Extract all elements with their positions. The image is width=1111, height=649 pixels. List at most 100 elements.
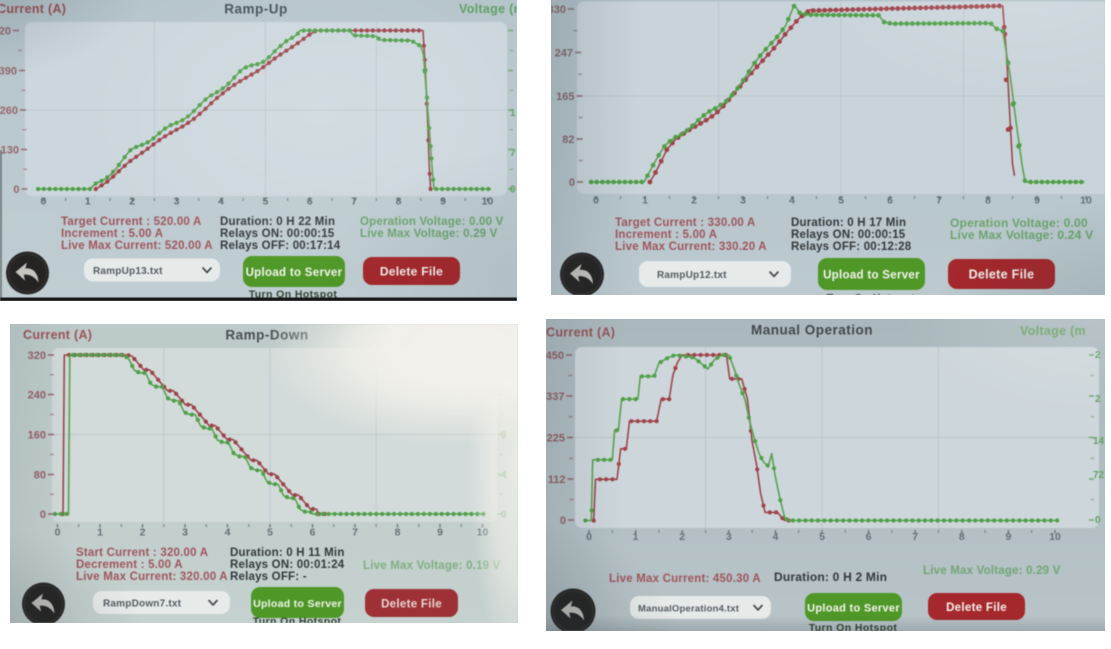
svg-text:Relays ON: 00:00:15: Relays ON: 00:00:15 — [220, 228, 335, 240]
svg-text:0: 0 — [510, 185, 516, 196]
svg-text:10: 10 — [1080, 195, 1092, 207]
svg-text:Upload to Server: Upload to Server — [807, 603, 900, 615]
svg-text:7: 7 — [936, 195, 942, 207]
svg-text:9: 9 — [437, 527, 443, 539]
svg-text:Relays ON: 00:00:15: Relays ON: 00:00:15 — [791, 229, 906, 241]
svg-text:2: 2 — [679, 531, 685, 543]
svg-text:Target Current : 330.00 A: Target Current : 330.00 A — [615, 217, 755, 229]
svg-text:4: 4 — [789, 195, 795, 207]
svg-text:Current (A): Current (A) — [546, 326, 615, 340]
svg-text:Duration: 0 H 17 Min: Duration: 0 H 17 Min — [791, 217, 906, 229]
svg-text:337: 337 — [546, 391, 564, 403]
svg-text:112: 112 — [548, 474, 566, 486]
svg-text:1: 1 — [97, 527, 103, 539]
svg-text:4: 4 — [225, 527, 231, 539]
svg-text:Turn On Hotspot: Turn On Hotspot — [253, 616, 342, 624]
svg-text:72: 72 — [1093, 470, 1105, 481]
svg-text:Live Max Voltage: 0.29 V: Live Max Voltage: 0.29 V — [360, 228, 498, 240]
svg-text:Live Max Current: 450.30 A: Live Max Current: 450.30 A — [609, 573, 761, 585]
svg-text:450: 450 — [546, 350, 564, 362]
svg-text:7: 7 — [510, 148, 516, 159]
svg-text:Manual Operation: Manual Operation — [751, 323, 873, 338]
svg-text:Voltage (m: Voltage (m — [1020, 324, 1086, 338]
svg-text:Operation Voltage: 0.00: Operation Voltage: 0.00 — [950, 216, 1088, 230]
svg-text:Relays OFF: 00:12:28: Relays OFF: 00:12:28 — [791, 241, 912, 253]
svg-text:Increment : 5.00 A: Increment : 5.00 A — [61, 228, 163, 240]
svg-text:3: 3 — [182, 527, 188, 539]
svg-text:Duration: 0 H 11 Min: Duration: 0 H 11 Min — [230, 547, 345, 559]
svg-text:RampDown7.txt: RampDown7.txt — [103, 598, 182, 609]
svg-text:7: 7 — [352, 527, 358, 539]
svg-text:Live Max Current: 330.20 A: Live Max Current: 330.20 A — [615, 241, 767, 253]
svg-text:2: 2 — [140, 527, 146, 539]
svg-text:6: 6 — [310, 527, 316, 539]
svg-text:Current (A): Current (A) — [0, 2, 66, 16]
svg-text:Delete File: Delete File — [381, 599, 442, 611]
svg-text:Delete File: Delete File — [946, 602, 1007, 614]
svg-text:RampUp12.txt: RampUp12.txt — [657, 270, 727, 281]
svg-text:240: 240 — [28, 389, 46, 401]
svg-text:0: 0 — [1095, 515, 1101, 526]
svg-text:Decrement : 5.00 A: Decrement : 5.00 A — [76, 559, 183, 571]
svg-text:1: 1 — [633, 531, 639, 543]
svg-text:Ramp-Up: Ramp-Up — [224, 2, 288, 17]
svg-text:ManualOperation4.txt: ManualOperation4.txt — [638, 603, 740, 614]
svg-text:0: 0 — [569, 177, 575, 189]
svg-text:9: 9 — [1034, 195, 1040, 207]
svg-text:Upload to Server: Upload to Server — [246, 267, 343, 279]
svg-text:Increment : 5.00 A: Increment : 5.00 A — [615, 229, 717, 241]
svg-text:80: 80 — [34, 469, 46, 481]
svg-text:Relays OFF: -: Relays OFF: - — [230, 571, 307, 583]
svg-text:10: 10 — [1049, 531, 1061, 543]
svg-text:RampUp13.txt: RampUp13.txt — [93, 266, 163, 277]
svg-text:0: 0 — [40, 509, 46, 521]
svg-text:320: 320 — [28, 350, 46, 362]
svg-text:0: 0 — [55, 527, 61, 539]
svg-text:Delete File: Delete File — [380, 265, 443, 279]
svg-text:0: 0 — [560, 515, 566, 527]
svg-text:5: 5 — [819, 531, 825, 543]
svg-text:14: 14 — [1093, 436, 1105, 447]
svg-text:5: 5 — [267, 527, 273, 539]
svg-text:330: 330 — [551, 4, 566, 16]
svg-text:Start Current : 320.00 A: Start Current : 320.00 A — [76, 547, 208, 559]
svg-text:2: 2 — [691, 195, 697, 207]
svg-text:Duration: 0 H 22 Min: Duration: 0 H 22 Min — [220, 216, 335, 228]
svg-text:7: 7 — [912, 531, 918, 543]
svg-text:5: 5 — [838, 195, 844, 207]
svg-text:Current (A): Current (A) — [23, 328, 92, 342]
svg-text:8: 8 — [959, 531, 965, 543]
svg-text:130: 130 — [1, 144, 19, 156]
svg-text:0: 0 — [586, 531, 592, 543]
svg-text:Live Max Voltage: 0.19 V: Live Max Voltage: 0.19 V — [363, 560, 501, 572]
svg-text:0: 0 — [13, 184, 19, 196]
svg-text:247: 247 — [555, 47, 573, 59]
svg-text:Duration: 0 H 2 Min: Duration: 0 H 2 Min — [774, 570, 887, 584]
svg-text:Turn On Hotspot: Turn On Hotspot — [809, 622, 898, 631]
svg-text:1: 1 — [510, 108, 516, 119]
svg-text:6: 6 — [866, 531, 872, 543]
svg-text:3: 3 — [726, 531, 732, 543]
svg-text:Voltage (m: Voltage (m — [459, 2, 517, 16]
svg-text:9: 9 — [1005, 531, 1011, 543]
svg-text:1: 1 — [642, 195, 648, 207]
svg-text:82: 82 — [562, 134, 574, 146]
svg-text:8: 8 — [395, 527, 401, 539]
svg-text:390: 390 — [0, 65, 17, 77]
svg-text:Live Max Current: 520.00 A: Live Max Current: 520.00 A — [61, 240, 213, 252]
svg-text:4: 4 — [772, 531, 778, 543]
svg-text:Live Max Current: 320.00 A: Live Max Current: 320.00 A — [76, 571, 228, 583]
svg-text:Live Max Voltage: 0.24 V: Live Max Voltage: 0.24 V — [950, 228, 1093, 242]
svg-text:0: 0 — [593, 195, 599, 207]
svg-text:Target Current : 520.00 A: Target Current : 520.00 A — [61, 216, 201, 228]
svg-text:160: 160 — [28, 429, 46, 441]
svg-text:2: 2 — [1095, 350, 1101, 361]
svg-text:260: 260 — [0, 105, 18, 117]
svg-text:Delete File: Delete File — [969, 268, 1035, 282]
svg-text:165: 165 — [556, 91, 574, 103]
svg-text:Relays OFF: 00:17:14: Relays OFF: 00:17:14 — [220, 240, 341, 252]
svg-text:8: 8 — [985, 195, 991, 207]
svg-text:Turn On Hotspot: Turn On Hotspot — [827, 292, 916, 295]
svg-text:225: 225 — [547, 432, 565, 444]
svg-text:520: 520 — [0, 25, 11, 37]
